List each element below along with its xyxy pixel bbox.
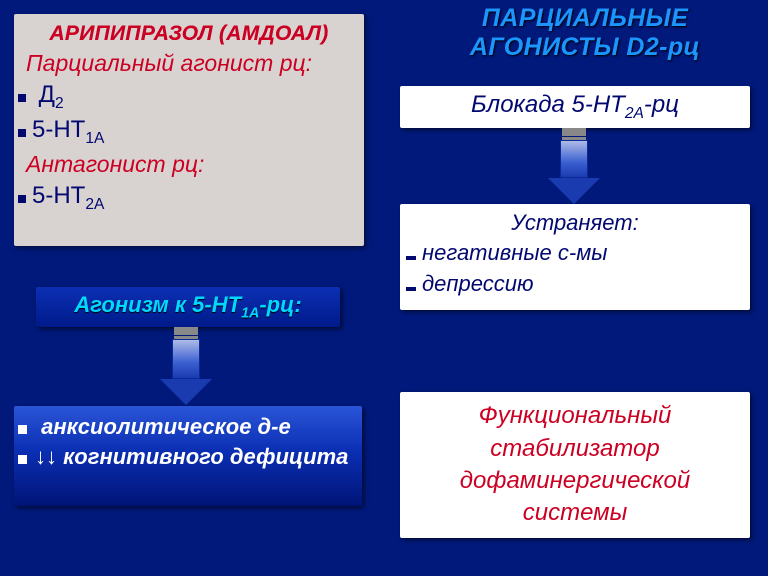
blockade-box: Блокада 5-HT2A-рц	[400, 86, 750, 128]
partial-agonist-label: Парциальный агонист рц:	[18, 48, 360, 79]
bullet-icon	[18, 129, 26, 137]
drug-title: АРИПИПРАЗОЛ (АМДОАЛ)	[18, 20, 360, 48]
pa-item-1: 5-HT1A	[18, 114, 360, 149]
dash-icon	[406, 287, 416, 291]
drug-box: АРИПИПРАЗОЛ (АМДОАЛ) Парциальный агонист…	[14, 14, 364, 246]
eliminates-box: Устраняет: негативные с-мы депрессию	[400, 204, 750, 310]
bullet-icon	[18, 455, 27, 464]
dash-icon	[406, 256, 416, 260]
bullet-icon	[18, 425, 27, 434]
stabilizer-box: Функциональный стабилизатор дофаминергич…	[400, 392, 750, 538]
antagonist-label: Антагонист рц:	[18, 149, 360, 180]
eliminates-header: Устраняет:	[404, 208, 746, 238]
pa-item-0: Д2	[18, 79, 360, 114]
eliminates-item-1: депрессию	[404, 269, 746, 299]
arrow-down-icon	[548, 128, 600, 204]
bullet-icon	[18, 94, 26, 102]
ant-item-0: 5-HT2A	[18, 180, 360, 215]
anxiolytic-box: анксиолитическое д-е ↓↓ когнитивного деф…	[14, 406, 362, 506]
arrow-down-icon	[160, 327, 212, 405]
anx-item-1: ↓↓ когнитивного дефицита	[18, 442, 358, 472]
anx-item-0: анксиолитическое д-е	[18, 412, 358, 442]
agonism-box: Агонизм к 5-HT1А-рц:	[36, 287, 340, 327]
page-title: ПАРЦИАЛЬНЫЕ АГОНИСТЫ D2-рц	[420, 4, 750, 62]
bullet-icon	[18, 195, 26, 203]
eliminates-item-0: негативные с-мы	[404, 238, 746, 268]
